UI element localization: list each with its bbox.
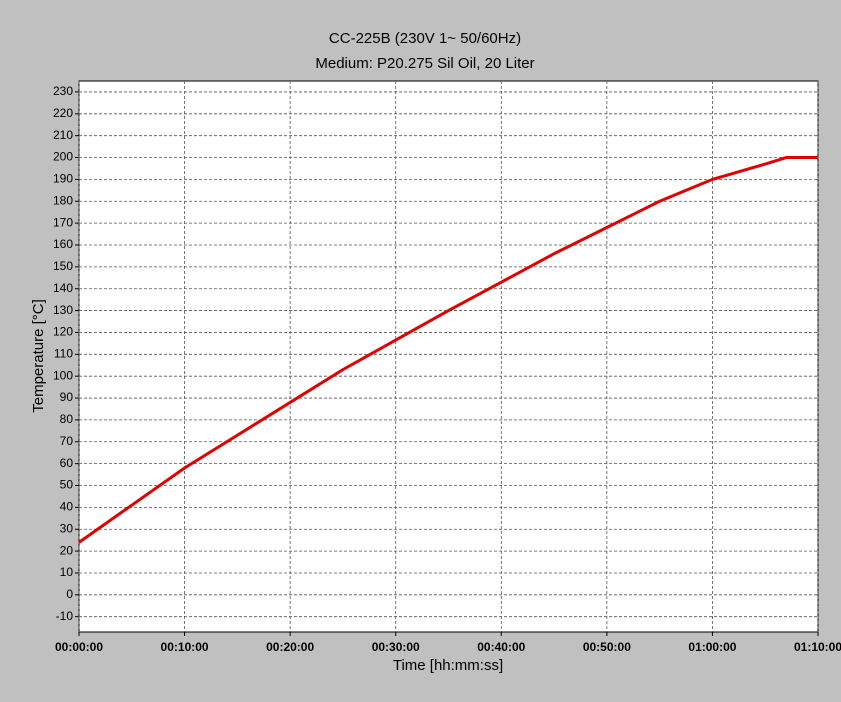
y-tick-label: 100 [53,368,73,382]
y-tick-label: 200 [53,150,73,164]
y-tick-label: 190 [53,172,73,186]
chart-subtitle: Medium: P20.275 Sil Oil, 20 Liter [315,55,534,72]
x-tick-label: 01:00:00 [688,640,736,654]
y-tick-label: 90 [60,390,74,404]
y-tick-label: 160 [53,237,73,251]
plot-area [78,80,819,633]
y-tick-label: 120 [53,325,73,339]
y-tick-label: 220 [53,106,73,120]
y-tick-label: 0 [66,587,73,601]
y-tick-label: -10 [56,609,74,623]
y-tick-label: 110 [54,346,73,360]
x-tick-label: 00:40:00 [477,640,525,654]
y-tick-label: 70 [60,434,74,448]
y-tick-label: 210 [53,128,73,142]
chart-title: CC-225B (230V 1~ 50/60Hz) [329,30,521,47]
x-tick-label: 00:10:00 [161,640,209,654]
y-tick-label: 130 [53,303,73,317]
y-tick-label: 50 [60,478,74,492]
y-tick-label: 170 [53,215,73,229]
temperature-line [78,156,818,544]
x-tick-label: 00:30:00 [372,640,420,654]
y-tick-label: 30 [60,521,74,535]
y-tick-label: 20 [60,543,74,557]
y-tick-label: 80 [60,412,74,426]
x-axis-label: Time [hh:mm:ss] [393,657,503,674]
x-tick-label: 00:50:00 [583,640,631,654]
y-tick-label: 140 [53,281,73,295]
x-tick-label: 00:00:00 [55,640,103,654]
y-tick-label: 40 [60,500,74,514]
y-tick-label: 230 [53,84,73,98]
x-tick-label: 01:10:00 [794,640,841,654]
y-tick-label: 10 [60,565,74,579]
y-tick-label: 150 [53,259,73,273]
x-tick-label: 00:20:00 [266,640,314,654]
y-axis-label: Temperature [°C] [30,299,47,413]
y-tick-label: 180 [53,193,73,207]
y-tick-label: 60 [60,456,74,470]
